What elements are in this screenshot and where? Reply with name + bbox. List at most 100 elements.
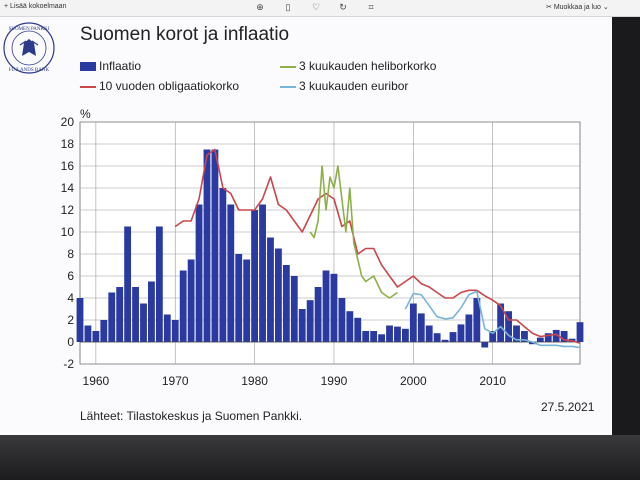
bank-logo: SUOMEN PANKKI FINLANDS BANK — [3, 22, 55, 74]
inflation-bar — [203, 149, 211, 342]
inflation-bar — [148, 281, 155, 342]
inflation-bar — [92, 331, 100, 342]
legend-swatch-bond — [80, 85, 96, 88]
inflation-bar — [489, 331, 497, 342]
add-to-collection-label: Lisää kokoelmaan — [10, 3, 67, 10]
inflation-bar — [409, 303, 417, 342]
y-tick-label: 10 — [61, 225, 75, 239]
bond-yield-line — [174, 148, 581, 344]
edit-and-create-button[interactable]: ✂ Muokkaa ja luo ⌄ — [546, 4, 609, 11]
zoom-in-icon[interactable]: ⊕ — [256, 2, 264, 12]
x-tick-label: 1970 — [162, 374, 189, 388]
inflation-bar — [346, 311, 354, 342]
legend-swatch-helibor — [280, 65, 296, 68]
svg-text:FINLANDS BANK: FINLANDS BANK — [9, 68, 50, 73]
inflation-bar — [386, 325, 393, 342]
svg-text:SUOMEN PANKKI: SUOMEN PANKKI — [9, 27, 50, 32]
y-tick-label: 8 — [67, 247, 74, 261]
y-tick-label: 16 — [61, 159, 75, 173]
x-tick-label: 1980 — [241, 374, 268, 388]
y-tick-label: 14 — [61, 181, 75, 195]
legend-label-euribor: 3 kuukauden euribor — [299, 79, 409, 93]
inflation-bar — [536, 337, 544, 342]
inflation-bar — [322, 270, 330, 342]
inflation-bar — [116, 287, 124, 342]
legend-bond: 10 vuoden obligaatiokorko — [80, 79, 239, 93]
inflation-bar — [219, 188, 227, 342]
inflation-bar — [362, 331, 370, 342]
chart-title: Suomen korot ja inflaatio — [80, 24, 290, 45]
delete-icon[interactable]: ▯ — [285, 2, 291, 12]
inflation-bar — [163, 314, 171, 342]
inflation-bar — [132, 287, 139, 342]
inflation-bar — [544, 333, 552, 342]
inflation-bar — [179, 270, 187, 342]
inflation-bar — [401, 328, 409, 342]
y-axis-unit: % — [80, 107, 91, 121]
inflation-bar — [227, 204, 235, 342]
viewer-toolbar: + Lisää kokoelmaan ⊕ ▯ ♡ ↻ ⌗ ✂ Muokkaa j… — [0, 0, 640, 17]
inflation-bar — [576, 322, 584, 342]
inflation-bar — [505, 311, 512, 342]
inflation-bar — [282, 265, 290, 342]
rotate-icon[interactable]: ↻ — [339, 2, 347, 12]
inflation-bar — [140, 303, 147, 342]
inflation-bar — [552, 329, 560, 342]
inflation-bar — [473, 298, 481, 342]
inflation-bar — [259, 204, 266, 342]
x-tick-label: 2010 — [479, 374, 506, 388]
inflation-bar — [528, 342, 536, 345]
inflation-bar — [298, 309, 306, 342]
y-tick-label: 2 — [67, 313, 74, 327]
legend-label-bond: 10 vuoden obligaatiokorko — [99, 79, 240, 93]
crop-icon[interactable]: ⌗ — [368, 2, 374, 12]
inflation-bar — [84, 325, 92, 342]
inflation-bar — [521, 331, 528, 342]
y-tick-label: -2 — [63, 357, 74, 371]
inflation-bar — [370, 331, 378, 342]
inflation-bar — [394, 326, 401, 342]
legend-swatch-euribor — [280, 85, 296, 88]
x-tick-label: 1960 — [83, 374, 110, 388]
inflation-bar — [235, 254, 243, 342]
y-tick-label: 6 — [67, 269, 74, 283]
source-note: Lähteet: Tilastokeskus ja Suomen Pankki. — [80, 409, 303, 423]
inflation-bar — [124, 226, 132, 342]
x-tick-label: 1990 — [321, 374, 348, 388]
inflation-bar — [243, 259, 251, 342]
inflation-bar — [513, 325, 520, 342]
inflation-bar — [497, 303, 505, 342]
inflation-bar — [171, 320, 179, 342]
y-tick-label: 18 — [61, 137, 75, 151]
euribor-line — [404, 290, 581, 349]
plot-area — [79, 121, 581, 365]
helibor-line — [309, 165, 398, 299]
inflation-bar — [290, 276, 298, 342]
inflation-bar — [457, 324, 465, 342]
legend-helibor: 3 kuukauden heliborkorko — [280, 59, 436, 73]
inflation-bar — [560, 331, 568, 342]
inflation-bar — [441, 339, 449, 342]
x-tick-label: 2000 — [400, 374, 427, 388]
inflation-bar — [195, 204, 203, 342]
add-to-collection-button[interactable]: + Lisää kokoelmaan — [4, 3, 67, 10]
y-tick-label: 20 — [61, 115, 75, 129]
inflation-bar — [100, 320, 108, 342]
inflation-bar — [306, 300, 314, 342]
inflation-bar — [76, 298, 84, 342]
inflation-bar — [425, 325, 433, 342]
legend-inflation: Inflaatio — [80, 59, 141, 73]
legend-label-helibor: 3 kuukauden heliborkorko — [299, 59, 437, 73]
heart-icon[interactable]: ♡ — [311, 2, 321, 12]
inflation-bar — [314, 287, 322, 342]
inflation-bar — [378, 334, 385, 342]
inflation-bar — [108, 292, 116, 342]
legend-swatch-inflation — [80, 62, 96, 72]
publication-date: 27.5.2021 — [541, 400, 595, 414]
inflation-bar — [338, 298, 346, 342]
inflation-bar — [267, 237, 274, 342]
inflation-bar — [330, 273, 338, 342]
inflation-bar — [433, 333, 441, 342]
inflation-bar — [417, 313, 425, 342]
